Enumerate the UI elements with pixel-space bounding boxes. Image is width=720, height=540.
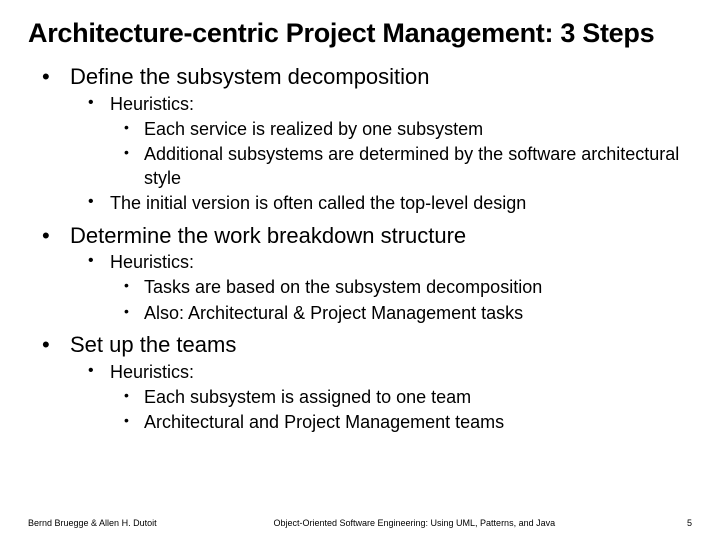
bullet-lvl3: Each service is realized by one subsyste…: [110, 118, 692, 141]
bullet-lvl1: Define the subsystem decomposition Heuri…: [28, 63, 692, 215]
bullet-text: Each subsystem is assigned to one team: [144, 387, 471, 407]
bullet-lvl3: Architectural and Project Management tea…: [110, 411, 692, 434]
bullet-lvl2: The initial version is often called the …: [70, 192, 692, 215]
slide: Architecture-centric Project Management:…: [0, 0, 720, 540]
footer-page-number: 5: [672, 518, 692, 528]
footer-author: Bernd Bruegge & Allen H. Dutoit: [28, 518, 157, 528]
bullet-text: Additional subsystems are determined by …: [144, 144, 679, 187]
bullet-lvl1: Determine the work breakdown structure H…: [28, 222, 692, 326]
bullet-sublist: Heuristics: Tasks are based on the subsy…: [70, 251, 692, 325]
bullet-lvl2: Heuristics: Tasks are based on the subsy…: [70, 251, 692, 325]
bullet-sublist: Tasks are based on the subsystem decompo…: [110, 276, 692, 325]
slide-title: Architecture-centric Project Management:…: [28, 18, 692, 49]
bullet-text: Set up the teams: [70, 332, 236, 357]
bullet-text: Tasks are based on the subsystem decompo…: [144, 277, 542, 297]
bullet-list: Define the subsystem decomposition Heuri…: [28, 63, 692, 435]
bullet-lvl3: Tasks are based on the subsystem decompo…: [110, 276, 692, 299]
bullet-sublist: Heuristics: Each service is realized by …: [70, 93, 692, 216]
bullet-lvl2: Heuristics: Each subsystem is assigned t…: [70, 361, 692, 435]
bullet-sublist: Each service is realized by one subsyste…: [110, 118, 692, 190]
bullet-lvl2: Heuristics: Each service is realized by …: [70, 93, 692, 191]
bullet-text: Heuristics:: [110, 362, 194, 382]
bullet-sublist: Each subsystem is assigned to one team A…: [110, 386, 692, 435]
bullet-text: Each service is realized by one subsyste…: [144, 119, 483, 139]
bullet-text: Heuristics:: [110, 94, 194, 114]
bullet-lvl1: Set up the teams Heuristics: Each subsys…: [28, 331, 692, 435]
bullet-lvl3: Additional subsystems are determined by …: [110, 143, 692, 190]
bullet-text: The initial version is often called the …: [110, 193, 526, 213]
bullet-text: Determine the work breakdown structure: [70, 223, 466, 248]
bullet-lvl3: Also: Architectural & Project Management…: [110, 302, 692, 325]
footer-title: Object-Oriented Software Engineering: Us…: [157, 518, 672, 528]
bullet-text: Architectural and Project Management tea…: [144, 412, 504, 432]
slide-footer: Bernd Bruegge & Allen H. Dutoit Object-O…: [0, 518, 720, 528]
bullet-text: Also: Architectural & Project Management…: [144, 303, 523, 323]
bullet-text: Heuristics:: [110, 252, 194, 272]
bullet-sublist: Heuristics: Each subsystem is assigned t…: [70, 361, 692, 435]
bullet-lvl3: Each subsystem is assigned to one team: [110, 386, 692, 409]
bullet-text: Define the subsystem decomposition: [70, 64, 430, 89]
